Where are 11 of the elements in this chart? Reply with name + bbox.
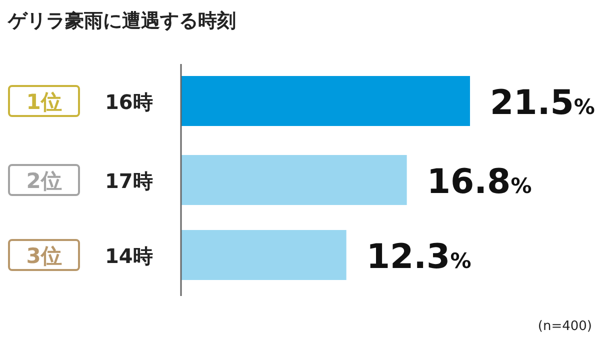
text: (n=400) [538,319,592,334]
y-tick-label: 14時 [105,244,153,268]
data-label: 16.8% [426,162,532,202]
data-label: 12.3% [366,237,472,277]
y-tick-label: 17時 [105,169,153,193]
y-tick-label: 16時 [105,90,153,114]
text: 3位 [26,244,62,268]
data-label: 21.5% [490,83,595,123]
text: 1位 [26,90,62,114]
text: 2位 [26,169,62,193]
chart-title: ゲリラ豪雨に遭遇する時刻 [7,10,236,32]
